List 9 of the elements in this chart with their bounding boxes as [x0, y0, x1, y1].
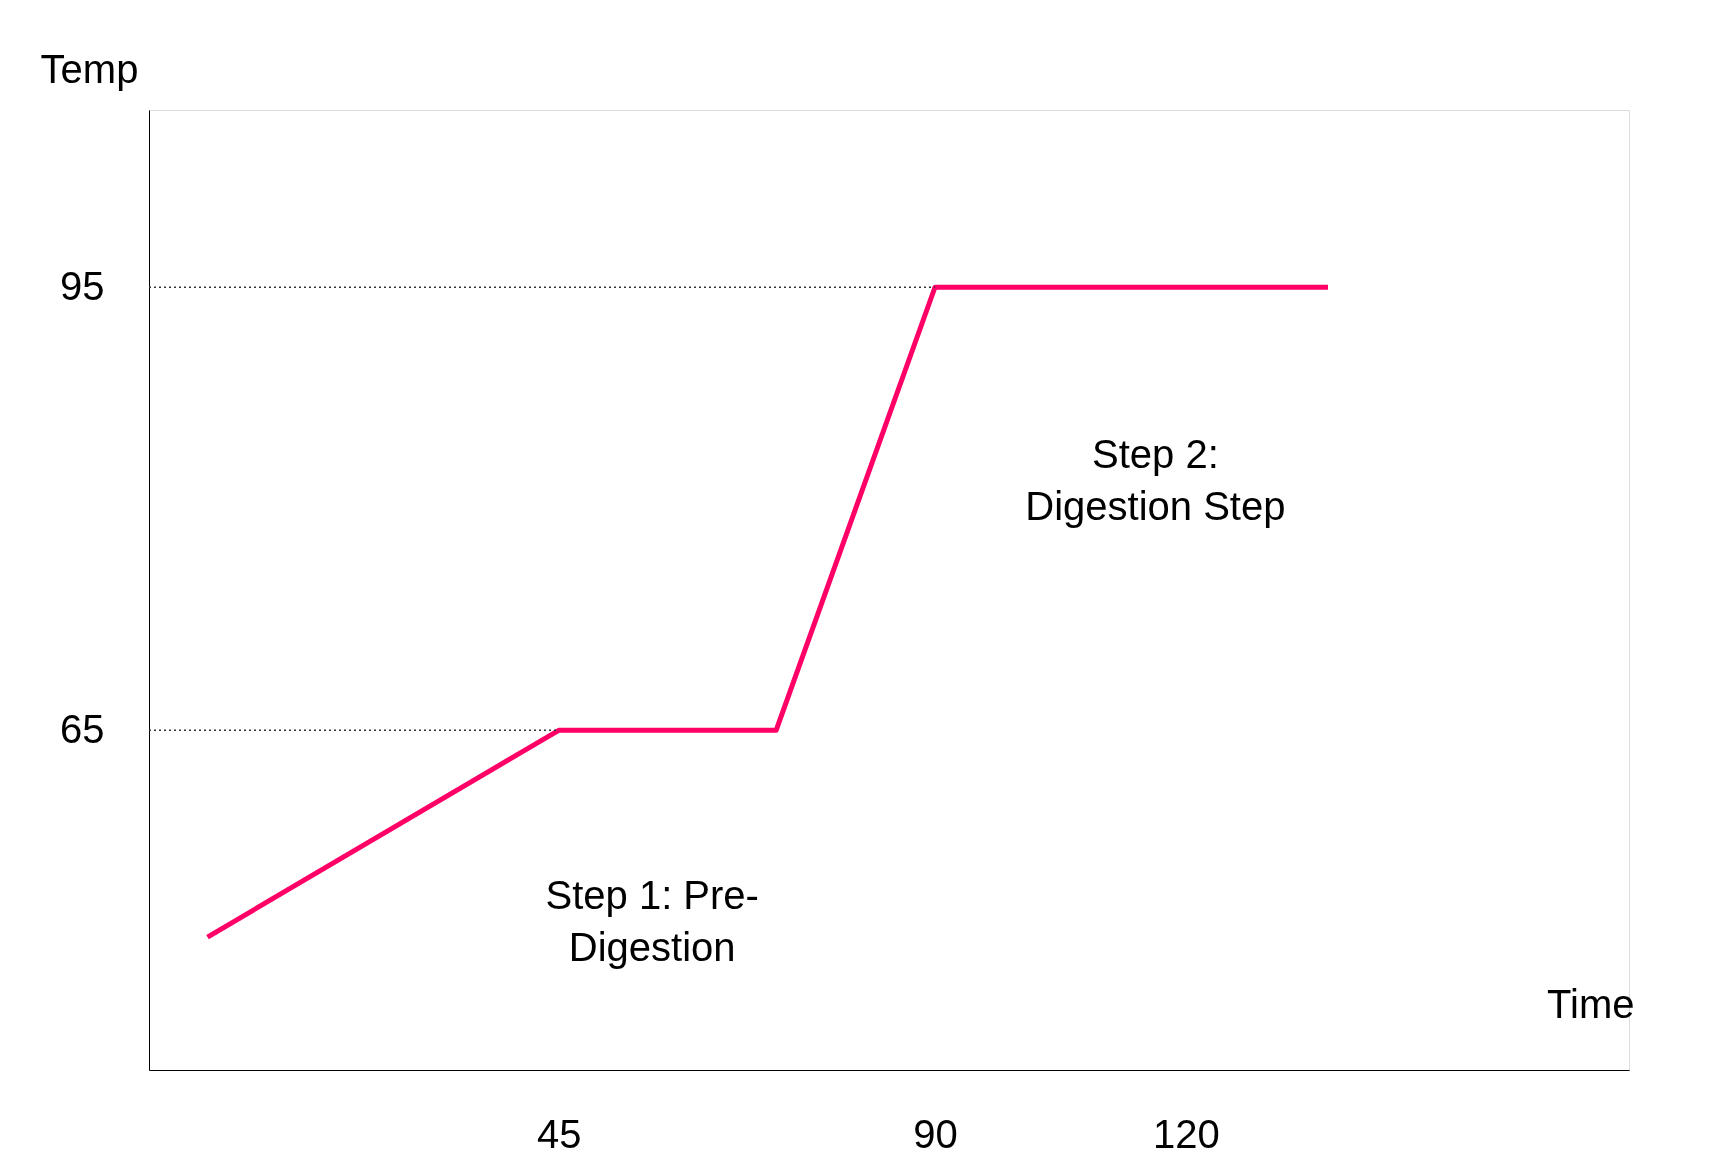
- x-tick-label: 120: [1152, 1111, 1220, 1156]
- annotation: Step 1: Pre- Digestion: [545, 873, 759, 970]
- x-tick-label: 90: [913, 1111, 958, 1156]
- y-axis-title: Temp: [40, 46, 139, 91]
- x-tick-label: 45: [536, 1111, 582, 1156]
- annotation: Step 2: Digestion Step: [1025, 431, 1286, 528]
- y-tick-label: 95: [60, 263, 105, 308]
- x-axis-title: Time: [1547, 981, 1635, 1026]
- y-tick-label: 65: [60, 706, 105, 751]
